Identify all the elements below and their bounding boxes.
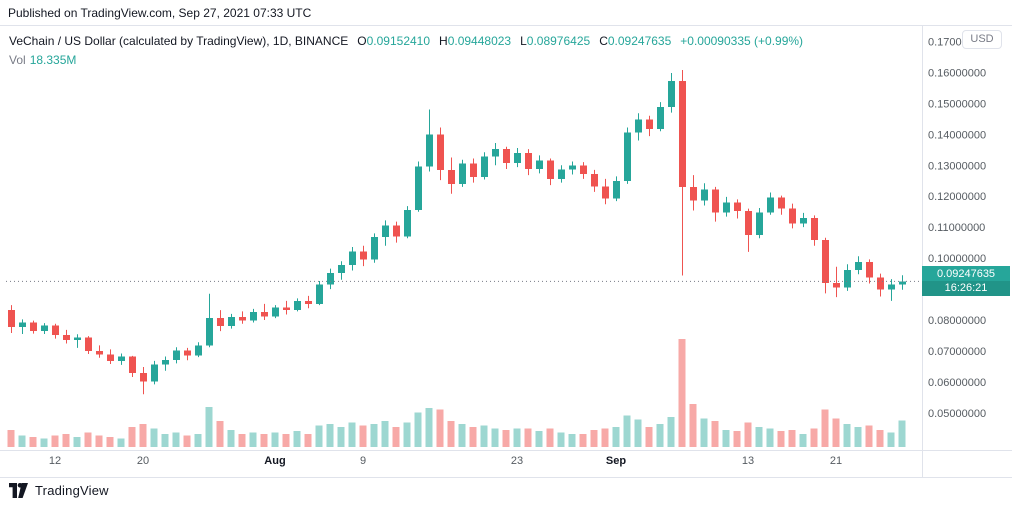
svg-text:0.12000000: 0.12000000 (928, 191, 986, 203)
svg-text:0.07000000: 0.07000000 (928, 346, 986, 358)
symbol-legend: VeChain / US Dollar (calculated by Tradi… (9, 34, 803, 48)
legend-high-value: 0.09448023 (447, 34, 512, 48)
time-axis[interactable]: 12 20 Aug 9 23 Sep 13 21 (49, 455, 842, 467)
svg-text:21: 21 (830, 455, 842, 467)
legend-change-percent: (+0.99%) (754, 34, 804, 48)
volume-label: Vol (9, 53, 26, 67)
svg-text:0.08000000: 0.08000000 (928, 315, 986, 327)
legend-close-label: C (599, 34, 608, 48)
legend-open-value: 0.09152410 (366, 34, 431, 48)
candles (8, 69, 906, 395)
tradingview-logo-icon (9, 483, 28, 498)
legend-low-label: L (520, 34, 527, 48)
svg-text:Sep: Sep (606, 455, 626, 467)
svg-text:0.06000000: 0.06000000 (928, 377, 986, 389)
volume-value: 18.335M (29, 53, 77, 67)
chart-bottom-border (0, 477, 1012, 478)
legend-change-value: +0.00090335 (680, 34, 751, 48)
svg-text:Aug: Aug (264, 455, 285, 467)
svg-text:13: 13 (742, 455, 754, 467)
legend-low-value: 0.08976425 (526, 34, 591, 48)
svg-text:20: 20 (137, 455, 149, 467)
chart-top-border (0, 25, 1012, 26)
symbol-title: VeChain / US Dollar (calculated by Tradi… (9, 34, 349, 48)
legend-close-value: 0.09247635 (607, 34, 672, 48)
svg-text:0.10000000: 0.10000000 (928, 253, 986, 265)
published-note: Published on TradingView.com, Sep 27, 20… (8, 6, 312, 20)
volume-legend: Vol 18.335M (9, 53, 76, 67)
svg-text:0.11000000: 0.11000000 (928, 222, 985, 234)
tradingview-brand-text: TradingView (35, 483, 109, 498)
svg-text:0.16000000: 0.16000000 (928, 67, 986, 79)
price-axis[interactable]: 0.170000000.160000000.150000000.14000000… (928, 36, 986, 419)
svg-text:0.05000000: 0.05000000 (928, 408, 986, 420)
svg-text:9: 9 (360, 455, 366, 467)
bar-countdown: 16:26:21 (922, 281, 1010, 296)
svg-text:23: 23 (511, 455, 523, 467)
volume-bars (7, 339, 906, 447)
last-price-badge: 0.09247635 16:26:21 (922, 266, 1010, 296)
legend-high-label: H (439, 34, 448, 48)
svg-text:12: 12 (49, 455, 61, 467)
legend-open-label: O (357, 34, 367, 48)
currency-label: USD (962, 30, 1002, 49)
svg-text:0.13000000: 0.13000000 (928, 160, 986, 172)
last-price-value: 0.09247635 (922, 266, 1010, 281)
axis-lines (0, 26, 1012, 477)
svg-text:0.15000000: 0.15000000 (928, 98, 986, 110)
svg-text:0.14000000: 0.14000000 (928, 129, 986, 141)
tradingview-attribution[interactable]: TradingView (9, 483, 109, 498)
candlestick-chart[interactable]: 0.170000000.160000000.150000000.14000000… (0, 0, 1012, 480)
